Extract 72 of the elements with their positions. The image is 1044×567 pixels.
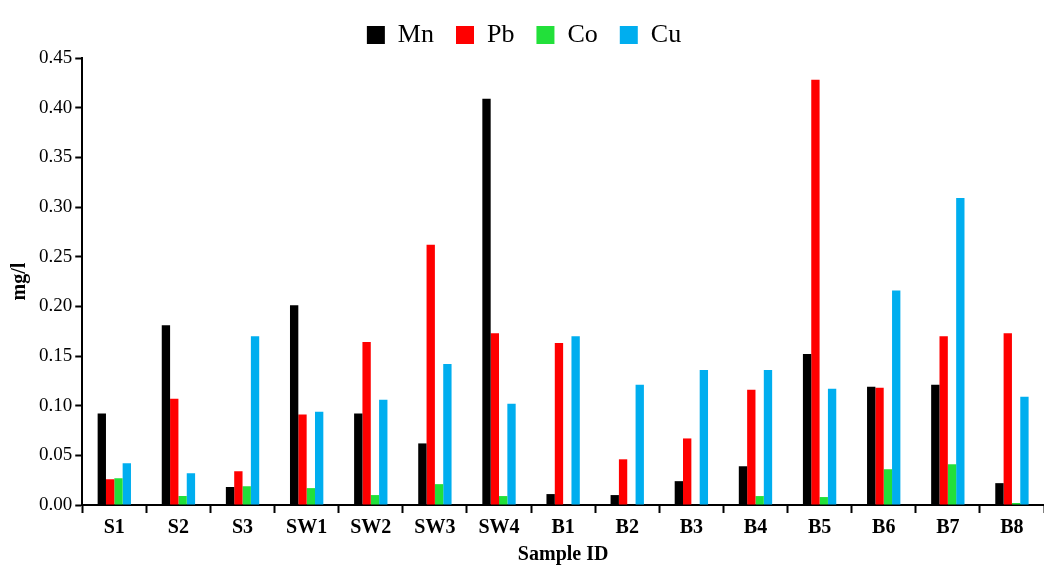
bar: [1003, 333, 1012, 505]
y-tick-label: 0.00: [39, 492, 73, 514]
bar: [554, 343, 564, 505]
bar: [819, 497, 828, 505]
bar: [699, 369, 709, 505]
bar: [490, 333, 500, 505]
bar: [635, 384, 644, 505]
x-tick-label: SW4: [478, 515, 520, 538]
bar: [755, 496, 764, 505]
bar: [170, 398, 179, 505]
bar: [1020, 396, 1029, 505]
x-tick-label: S3: [231, 515, 254, 538]
bar: [763, 369, 773, 505]
bar: [747, 389, 756, 505]
bar: [618, 459, 628, 505]
bar: [186, 473, 196, 505]
x-tick-label: B3: [679, 515, 704, 538]
bar: [827, 388, 837, 505]
legend-label: Co: [567, 18, 598, 48]
x-tick-label: B4: [743, 515, 768, 538]
y-tick-label: 0.35: [39, 145, 73, 167]
bar: [426, 244, 435, 505]
y-axis-title: mg/l: [7, 262, 31, 301]
bar: [956, 198, 965, 505]
bar: [370, 495, 380, 505]
x-tick-label: B5: [807, 515, 832, 538]
bar: [443, 363, 452, 505]
bar: [250, 336, 260, 505]
bar: [234, 471, 243, 505]
bar: [122, 463, 131, 505]
x-tick-label: SW2: [350, 515, 392, 538]
y-tick-label: 0.45: [39, 45, 73, 67]
legend-label: Pb: [486, 18, 515, 48]
x-tick-label: B6: [872, 515, 896, 538]
bar: [571, 336, 580, 505]
bar: [114, 478, 123, 505]
bar: [507, 403, 516, 505]
x-tick-label: S2: [167, 515, 189, 538]
bar: [683, 438, 692, 505]
bar: [362, 342, 371, 505]
x-tick-label: B1: [551, 515, 575, 538]
y-tick-label: 0.05: [39, 443, 73, 465]
y-tick-label: 0.40: [39, 95, 73, 117]
y-tick-label: 0.20: [39, 294, 73, 316]
bar: [883, 469, 893, 505]
bar: [434, 484, 444, 505]
x-tick-label: S1: [103, 515, 125, 538]
x-tick-label: SW3: [414, 515, 456, 538]
bar: [105, 479, 115, 505]
bar: [306, 488, 315, 505]
x-tick-label: B2: [615, 515, 639, 538]
bar: [242, 486, 251, 505]
bar: [298, 414, 307, 505]
bar: [811, 79, 820, 505]
legend-label: Cu: [650, 18, 682, 48]
bar: [939, 336, 948, 505]
bar: [379, 399, 388, 505]
x-tick-label: B7: [936, 515, 960, 538]
bar: [947, 464, 957, 505]
bar: [178, 496, 187, 505]
bar: [892, 290, 901, 505]
bar: [875, 387, 884, 505]
legend-label: Mn: [397, 18, 434, 48]
x-tick-label: SW1: [286, 515, 328, 538]
y-tick-label: 0.25: [39, 244, 73, 266]
x-axis-title: Sample ID: [517, 542, 609, 566]
y-tick-label: 0.10: [39, 393, 73, 415]
x-tick-label: B8: [1000, 515, 1024, 538]
bar: [314, 411, 324, 505]
bar: [499, 496, 508, 505]
y-tick-label: 0.30: [39, 194, 73, 216]
y-tick-label: 0.15: [39, 343, 73, 365]
